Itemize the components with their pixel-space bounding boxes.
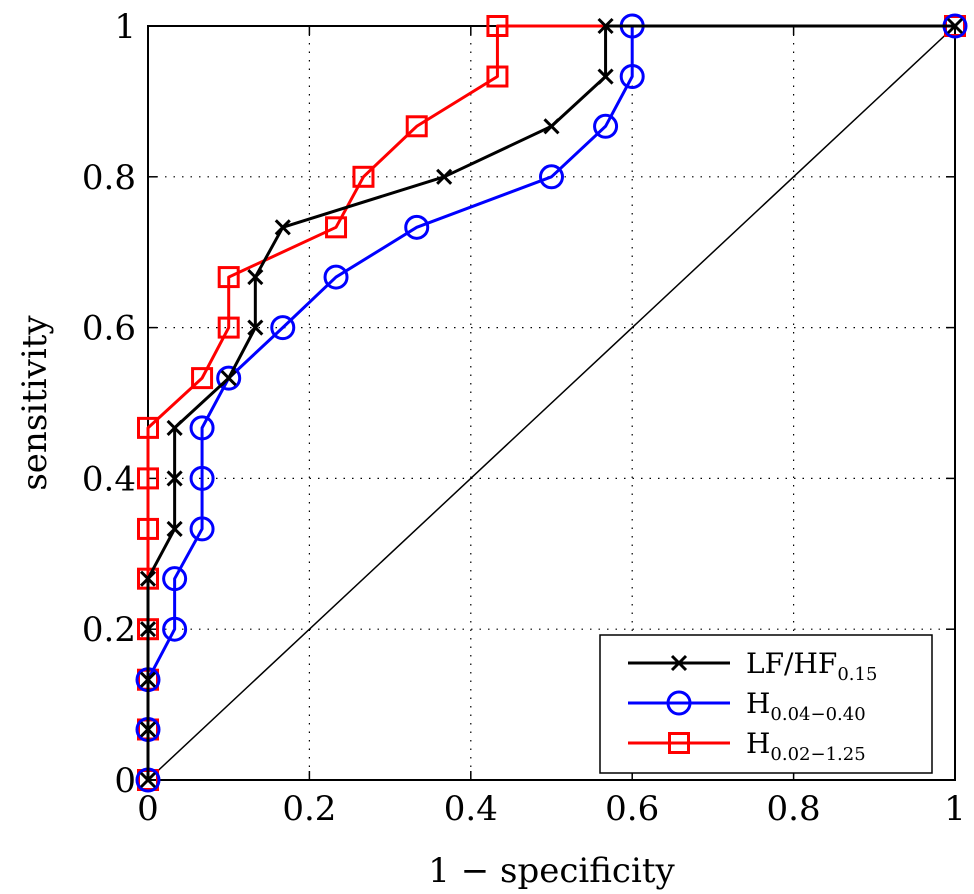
legend-item: H0.04−0.40 [628,687,866,725]
data-point [139,570,157,587]
data-point [323,264,349,290]
diagonal-reference-line [147,25,956,781]
data-point [166,520,183,537]
y-tick-label: 0.8 [82,158,136,198]
data-point [137,517,159,540]
x-tick-label: 0.2 [282,789,336,829]
x-tick-label: 0.6 [605,789,659,829]
y-tick-label: 0 [114,761,136,801]
y-tick-label: 1 [114,7,136,47]
y-tick-label: 0.2 [82,610,136,650]
data-point [166,419,183,436]
x-tick-label: 1 [944,789,966,829]
grid [148,26,955,780]
series [135,13,968,793]
data-point [352,165,375,188]
data-point [189,415,215,441]
data-point [137,467,159,490]
ticks: 0 0.2 0.4 0.6 0.8 1 0 0.2 0.4 0.6 0.8 1 [82,7,966,829]
series-x [139,17,964,789]
data-point [404,214,430,240]
x-tick-label: 0 [137,789,159,829]
data-point [486,65,509,88]
legend-marker [670,654,688,672]
data-point [189,465,215,491]
data-point [139,721,157,738]
legend-marker [668,732,690,754]
legend-marker [666,690,692,716]
data-point [436,168,453,185]
data-point [139,771,157,789]
data-point [247,269,264,286]
data-point [270,315,296,341]
legend-label: H0.04−0.40 [746,687,866,725]
legend-label: LF/HF0.15 [746,647,877,685]
data-point [405,115,428,138]
data-point [593,113,619,139]
data-point [247,319,264,336]
y-tick-label: 0.4 [82,459,136,499]
reference-diagonal [147,25,956,781]
data-point [325,216,348,239]
data-point [486,15,509,37]
data-point [217,316,240,339]
x-axis-label: 1 − specificity [428,851,675,891]
x-tick-label: 0.8 [767,789,821,829]
data-point [139,671,157,688]
data-point [217,266,240,289]
data-point [597,17,614,35]
data-point [162,616,188,642]
legend-label: H0.02−1.25 [746,727,866,765]
data-point [191,367,214,390]
data-point [597,68,614,85]
y-axis-label: sensitivity [15,315,55,491]
x-tick-label: 0.4 [444,789,498,829]
data-point [539,164,564,190]
legend-item: LF/HF0.15 [628,647,877,685]
data-point [216,365,242,391]
legend-item: H0.02−1.25 [628,727,866,765]
y-tick-label: 0.6 [82,309,136,349]
data-point [137,416,159,439]
data-point [946,17,964,35]
data-point [543,118,560,135]
data-point [619,64,645,90]
data-point [139,621,157,638]
data-point [274,219,291,236]
data-point [220,370,237,387]
data-point [166,470,183,487]
data-point [162,566,188,592]
data-point [189,516,215,542]
